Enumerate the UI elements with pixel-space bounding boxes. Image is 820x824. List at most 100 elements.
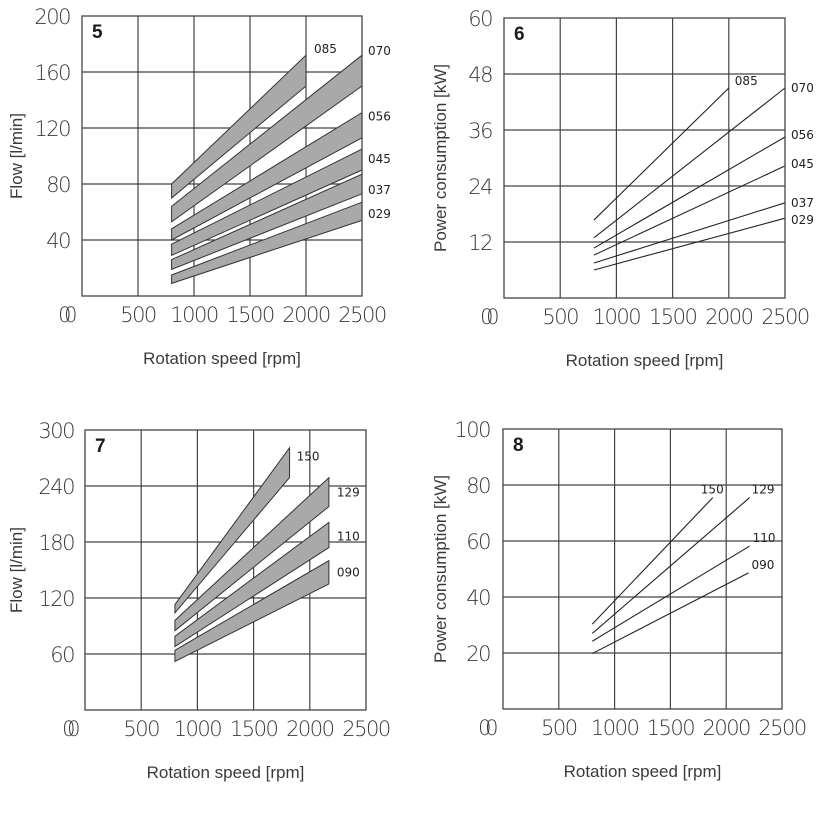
series-label-150: 150	[701, 483, 724, 497]
line-090	[592, 572, 749, 655]
y-tick-label: 0	[480, 305, 492, 329]
x-tick-label: 2500	[758, 716, 806, 740]
series-label-110: 110	[753, 531, 776, 545]
x-tick-label: 1000	[593, 305, 641, 329]
x-axis-title: Rotation speed [rpm]	[564, 762, 722, 781]
y-tick-label: 60	[50, 643, 74, 667]
y-tick-label: 80	[46, 173, 70, 197]
panel-number: 5	[92, 22, 103, 43]
x-tick-label: 2000	[702, 716, 750, 740]
x-tick-label: 2000	[705, 305, 753, 329]
x-axis-title: Rotation speed [rpm]	[566, 351, 724, 370]
series-label-037: 037	[791, 196, 814, 210]
y-tick-label: 80	[466, 474, 490, 498]
y-tick-label: 120	[34, 117, 70, 141]
band-110	[174, 521, 330, 648]
band-150	[174, 446, 291, 615]
x-tick-label: 500	[542, 305, 578, 329]
x-tick-label: 1500	[226, 303, 274, 327]
x-tick-label: 0	[64, 303, 76, 327]
x-tick-label: 2500	[338, 303, 386, 327]
x-tick-label: 1500	[230, 717, 278, 741]
series-label-129: 129	[337, 486, 360, 500]
plot-frame	[81, 15, 363, 297]
line-056	[593, 136, 786, 249]
y-tick-label: 36	[468, 119, 492, 143]
series-label-037: 037	[368, 183, 391, 197]
series-label-085: 085	[735, 74, 758, 88]
x-tick-label: 2500	[761, 305, 809, 329]
y-tick-label: 12	[468, 231, 492, 255]
y-tick-label: 0	[478, 716, 490, 740]
series-label-056: 056	[368, 110, 391, 124]
plot-frame	[502, 428, 783, 710]
panel-number: 6	[514, 24, 525, 45]
y-tick-label: 240	[38, 475, 74, 499]
line-085	[593, 87, 730, 221]
line-150	[591, 497, 714, 625]
series-label-029: 029	[368, 207, 391, 221]
y-tick-label: 160	[34, 61, 70, 85]
line-045	[593, 165, 786, 256]
y-tick-label: 20	[466, 642, 490, 666]
x-tick-label: 1500	[649, 305, 697, 329]
line-129	[591, 497, 750, 634]
series-label-150: 150	[297, 450, 320, 464]
y-tick-label: 60	[466, 530, 490, 554]
x-tick-label: 0	[485, 716, 497, 740]
line-037	[593, 202, 786, 264]
y-tick-label: 120	[38, 587, 74, 611]
series-label-129: 129	[752, 483, 775, 497]
band-129	[174, 476, 330, 632]
x-tick-label: 2000	[286, 717, 334, 741]
x-tick-label: 500	[120, 303, 156, 327]
series-label-056: 056	[791, 128, 814, 142]
line-070	[593, 87, 786, 239]
series-label-085: 085	[314, 42, 337, 56]
y-axis-title: Flow [l/min]	[7, 113, 26, 199]
series-label-090: 090	[752, 558, 775, 572]
y-tick-label: 100	[454, 418, 490, 442]
y-axis-title: Flow [l/min]	[7, 527, 26, 613]
x-tick-label: 0	[67, 717, 79, 741]
x-tick-label: 1500	[647, 716, 695, 740]
panel-number: 7	[95, 436, 106, 457]
series-label-090: 090	[337, 566, 360, 580]
x-tick-label: 1000	[591, 716, 639, 740]
series-label-029: 029	[791, 213, 814, 227]
y-tick-label: 180	[38, 531, 74, 555]
x-tick-label: 1000	[174, 717, 222, 741]
y-axis-title: Power consumption [kW]	[431, 475, 450, 663]
panel-number: 8	[513, 435, 524, 456]
y-tick-label: 40	[46, 229, 70, 253]
line-029	[593, 217, 786, 271]
y-tick-label: 200	[34, 5, 70, 29]
x-tick-label: 2500	[342, 717, 390, 741]
y-tick-label: 60	[468, 7, 492, 31]
x-tick-label: 2000	[282, 303, 330, 327]
band-085	[171, 54, 307, 200]
line-110	[591, 545, 750, 642]
x-tick-label: 500	[541, 716, 577, 740]
y-tick-label: 0	[58, 303, 70, 327]
y-axis-title: Power consumption [kW]	[431, 64, 450, 252]
y-tick-label: 40	[466, 586, 490, 610]
x-axis-title: Rotation speed [rpm]	[143, 349, 301, 368]
series-label-110: 110	[337, 529, 360, 543]
series-label-070: 070	[368, 44, 391, 58]
y-tick-label: 24	[468, 175, 492, 199]
x-axis-title: Rotation speed [rpm]	[147, 763, 305, 782]
series-label-070: 070	[791, 81, 814, 95]
y-tick-label: 300	[38, 419, 74, 443]
series-label-045: 045	[791, 157, 814, 171]
plot-frame	[84, 429, 367, 711]
x-tick-label: 500	[123, 717, 159, 741]
x-tick-label: 1000	[170, 303, 218, 327]
series-label-045: 045	[368, 152, 391, 166]
plot-frame	[503, 17, 786, 299]
